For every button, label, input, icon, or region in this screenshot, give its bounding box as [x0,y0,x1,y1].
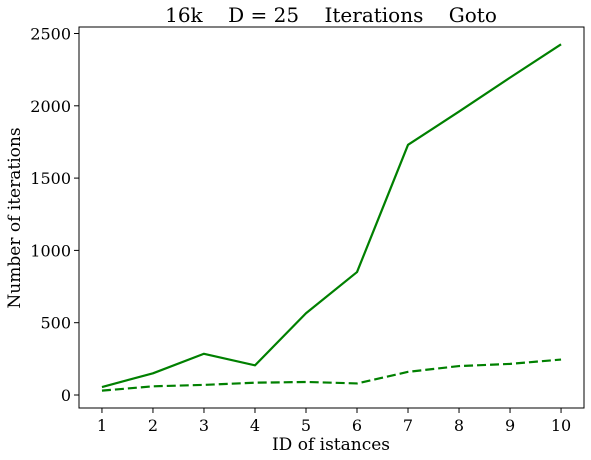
x-tick-label: 4 [250,416,260,435]
x-tick-label: 7 [403,416,413,435]
x-tick-label: 9 [505,416,515,435]
y-axis: 0 500 1000 1500 2000 2500 [30,25,79,405]
x-tick-label: 2 [148,416,158,435]
y-tick-label: 1500 [30,169,71,188]
x-tick-label: 10 [551,416,571,435]
x-axis: 1 2 3 4 5 6 7 8 9 10 [97,408,571,435]
series-line-dashed [101,358,562,392]
x-tick-label: 8 [454,416,464,435]
plot-frame [78,26,585,409]
y-tick-label: 1000 [30,241,71,260]
y-tick-label: 500 [40,314,71,333]
y-tick-label: 2000 [30,97,71,116]
y-tick-label: 2500 [30,25,71,44]
y-tick-label: 0 [61,386,71,405]
x-tick-label: 3 [199,416,209,435]
x-tick-label: 5 [301,416,311,435]
x-axis-label: ID of istances [272,435,390,455]
chart-title: 16k D = 25 Iterations Goto [165,3,497,27]
x-tick-label: 1 [97,416,107,435]
series-line-solid [101,43,562,389]
x-tick-label: 6 [352,416,362,435]
y-axis-label: Number of iterations [5,127,25,308]
series-group [101,43,562,392]
